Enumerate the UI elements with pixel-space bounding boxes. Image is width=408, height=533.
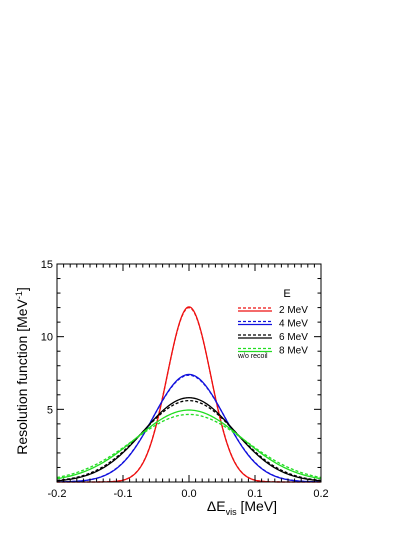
legend-label-8-mev: 8 MeV (279, 346, 308, 357)
series-6-mev-dashed-line (56, 399, 322, 482)
y-tick-label: 5 (47, 404, 53, 416)
x-tick-label: 0.0 (181, 488, 196, 500)
legend-label-2-mev: 2 MeV (279, 305, 308, 316)
legend-entries: 2 MeV 4 MeV 6 MeV 8 MeV (238, 305, 308, 357)
y-axis-title: Resolution function [MeV-1] (14, 287, 30, 455)
legend-label-6-mev: 6 MeV (279, 332, 308, 343)
curves-layer (56, 306, 322, 483)
series-4-mev-dashed-line (56, 374, 322, 483)
y-tick-label: 15 (41, 259, 53, 271)
legend-label-4-mev: 4 MeV (279, 319, 308, 330)
x-tick-label: -0.2 (48, 488, 67, 500)
plot-frame (56, 263, 322, 483)
series-8-mev-solid-line (56, 409, 322, 480)
legend: E 2 MeV 4 MeV 6 MeV 8 MeV w/o recoil (237, 288, 308, 360)
series-6-mev-solid-line (56, 397, 322, 482)
x-tick-label: 0.1 (247, 488, 262, 500)
ticks-layer (56, 263, 322, 483)
x-axis-title: ΔEvis [MeV] (207, 498, 277, 517)
tick-labels-layer: -0.2 -0.1 0.0 0.1 0.2 5 10 15 (41, 259, 329, 500)
y-tick-label: 10 (41, 332, 53, 344)
x-tick-label: -0.1 (114, 488, 133, 500)
series-8-mev-dashed-line (56, 413, 322, 479)
series-2-mev-dashed-line (57, 306, 321, 483)
legend-note: w/o recoil (237, 353, 268, 360)
x-tick-label: 0.2 (313, 488, 328, 500)
legend-header: E (283, 288, 290, 300)
